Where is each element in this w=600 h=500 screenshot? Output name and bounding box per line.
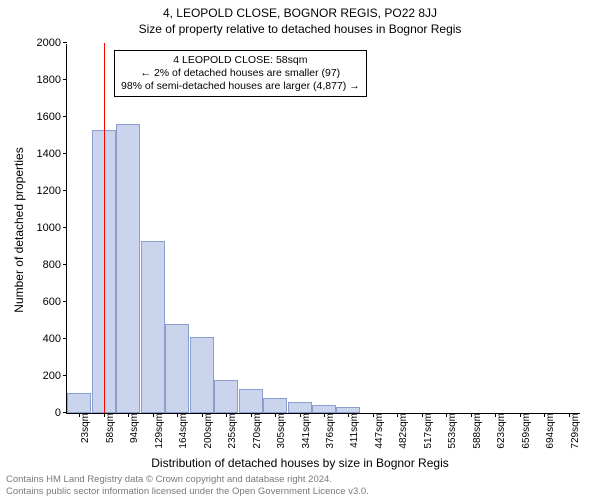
x-tick-label: 94sqm: [123, 413, 140, 443]
x-tick-mark: [300, 413, 301, 417]
y-axis-label: Number of detached properties: [12, 147, 26, 312]
x-tick-mark: [544, 413, 545, 417]
x-tick-label: 447sqm: [368, 413, 385, 449]
x-tick-mark: [251, 413, 252, 417]
x-tick-label: 164sqm: [172, 413, 189, 449]
x-tick-mark: [128, 413, 129, 417]
y-tick-mark: [63, 42, 67, 43]
x-tick-label: 341sqm: [295, 413, 312, 449]
histogram-bar: [116, 124, 140, 413]
annotation-line2: ← 2% of detached houses are smaller (97): [121, 67, 360, 80]
x-tick-label: 623sqm: [490, 413, 507, 449]
y-tick-mark: [63, 153, 67, 154]
footer-line2: Contains public sector information licen…: [6, 486, 369, 497]
y-tick-label: 800: [43, 259, 67, 271]
x-tick-mark: [177, 413, 178, 417]
x-tick-label: 235sqm: [221, 413, 238, 449]
histogram-bar: [190, 337, 214, 413]
x-tick-mark: [569, 413, 570, 417]
y-tick-mark: [63, 227, 67, 228]
y-tick-label: 2000: [37, 37, 67, 49]
y-tick-label: 1400: [37, 148, 67, 160]
x-tick-mark: [153, 413, 154, 417]
histogram-bar: [312, 405, 336, 413]
y-tick-label: 1000: [37, 222, 67, 234]
y-tick-mark: [63, 190, 67, 191]
y-tick-label: 200: [43, 370, 67, 382]
annotation-line3: 98% of semi-detached houses are larger (…: [121, 80, 360, 93]
histogram-bar: [141, 241, 165, 413]
y-tick-mark: [63, 375, 67, 376]
y-tick-mark: [63, 264, 67, 265]
histogram-bar: [165, 324, 189, 413]
histogram-bar: [263, 398, 287, 413]
title-line2: Size of property relative to detached ho…: [0, 22, 600, 38]
x-tick-mark: [275, 413, 276, 417]
histogram-bar: [239, 389, 263, 413]
x-tick-mark: [79, 413, 80, 417]
y-tick-label: 1600: [37, 111, 67, 123]
x-tick-label: 659sqm: [515, 413, 532, 449]
footer: Contains HM Land Registry data © Crown c…: [6, 474, 369, 497]
x-tick-mark: [495, 413, 496, 417]
plot-region: 020040060080010001200140016001800200023s…: [66, 44, 580, 414]
x-axis-label: Distribution of detached houses by size …: [0, 456, 600, 470]
x-tick-mark: [226, 413, 227, 417]
annotation-line1: 4 LEOPOLD CLOSE: 58sqm: [121, 54, 360, 67]
x-tick-mark: [373, 413, 374, 417]
x-tick-mark: [104, 413, 105, 417]
x-tick-label: 376sqm: [319, 413, 336, 449]
y-tick-label: 1800: [37, 74, 67, 86]
y-tick-mark: [63, 116, 67, 117]
x-tick-label: 588sqm: [466, 413, 483, 449]
y-tick-label: 400: [43, 333, 67, 345]
chart-area: 020040060080010001200140016001800200023s…: [66, 44, 580, 414]
x-tick-label: 305sqm: [270, 413, 287, 449]
reference-line: [104, 43, 105, 413]
x-tick-mark: [446, 413, 447, 417]
x-tick-label: 694sqm: [539, 413, 556, 449]
y-tick-mark: [63, 79, 67, 80]
x-tick-mark: [471, 413, 472, 417]
x-tick-mark: [324, 413, 325, 417]
x-tick-label: 23sqm: [74, 413, 91, 443]
x-tick-label: 411sqm: [343, 413, 360, 448]
y-tick-mark: [63, 301, 67, 302]
x-tick-mark: [422, 413, 423, 417]
y-tick-mark: [63, 338, 67, 339]
x-tick-label: 729sqm: [564, 413, 581, 449]
x-tick-label: 129sqm: [148, 413, 165, 449]
histogram-bar: [214, 380, 238, 413]
x-tick-label: 517sqm: [417, 413, 434, 449]
y-tick-label: 1200: [37, 185, 67, 197]
x-tick-label: 270sqm: [246, 413, 263, 449]
title-line1: 4, LEOPOLD CLOSE, BOGNOR REGIS, PO22 8JJ: [0, 0, 600, 22]
chart-container: 4, LEOPOLD CLOSE, BOGNOR REGIS, PO22 8JJ…: [0, 0, 600, 500]
x-tick-mark: [520, 413, 521, 417]
x-tick-label: 200sqm: [197, 413, 214, 449]
annotation-box: 4 LEOPOLD CLOSE: 58sqm ← 2% of detached …: [114, 50, 367, 97]
x-tick-mark: [202, 413, 203, 417]
histogram-bar: [288, 402, 312, 413]
y-tick-label: 600: [43, 296, 67, 308]
x-tick-label: 553sqm: [441, 413, 458, 449]
histogram-bar: [67, 393, 91, 413]
x-tick-label: 482sqm: [392, 413, 409, 449]
y-tick-label: 0: [55, 407, 67, 419]
x-tick-mark: [348, 413, 349, 417]
x-tick-mark: [397, 413, 398, 417]
footer-line1: Contains HM Land Registry data © Crown c…: [6, 474, 369, 485]
x-tick-label: 58sqm: [99, 413, 116, 443]
